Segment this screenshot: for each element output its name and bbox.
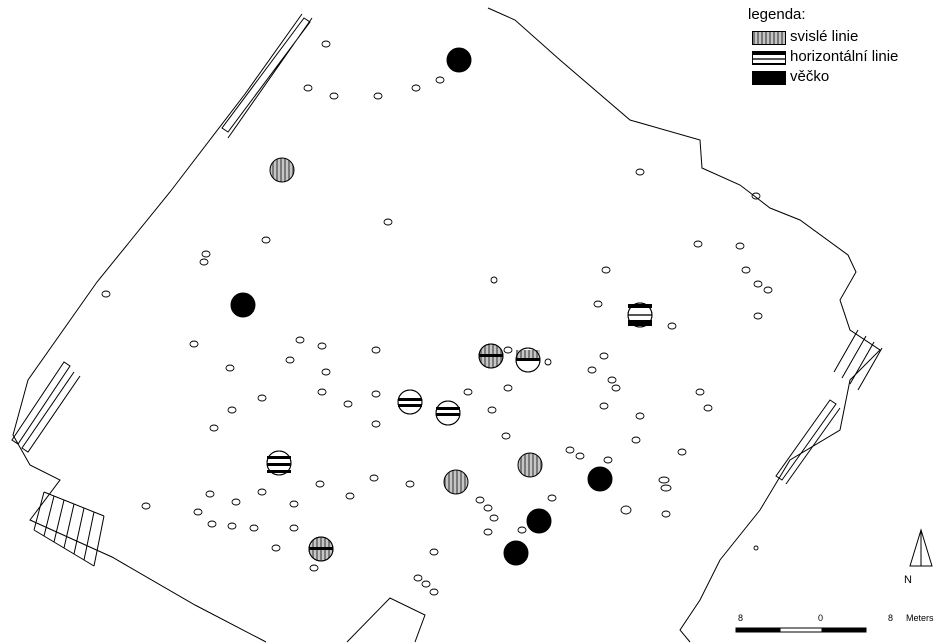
horizontal-lines-posthole [308,536,334,562]
horizontal-lines-posthole [397,389,423,415]
scale-unit: Meters [906,613,934,623]
wall-east [833,329,883,391]
scale-label-left: 8 [738,613,744,623]
legend-item-cap: věčko [748,68,948,88]
legend-item-vertical: svislé linie [748,28,948,48]
horizontal-lines-posthole [435,400,461,426]
marked-posthole-layer [230,47,653,566]
horizontal-lines-posthole [627,302,653,328]
horizontal-lines-posthole [478,343,504,369]
vertical-lines-posthole [269,157,295,183]
cap-posthole [587,466,613,492]
horizontal-lines-swatch-icon [752,51,786,65]
wall-northwest [221,17,313,139]
horizontal-lines-posthole [266,450,292,476]
vertical-lines-swatch-icon [752,31,786,45]
map-legend: legenda: svislé linie horizontální linie… [748,6,948,136]
north-label: N [904,574,912,586]
posthole-field [101,40,773,596]
cap-posthole [526,508,552,534]
cap-posthole [503,540,529,566]
cap-swatch-icon [752,71,786,85]
legend-label-horizontal: horizontální linie [790,48,899,65]
scale-label-center: 0 [818,613,824,623]
wall-southeast [775,399,841,485]
wall-west [11,361,81,453]
legend-title: legenda: [748,6,806,23]
north-arrow-icon [909,528,933,567]
wall-southwest [33,491,105,567]
legend-item-horizontal: horizontální linie [748,48,948,68]
site-boundary [12,7,881,643]
legend-label-vertical: svislé linie [790,28,859,45]
cap-posthole [230,292,256,318]
cap-posthole [446,47,472,73]
vertical-lines-posthole [517,452,543,478]
scale-bar [735,627,867,633]
scale-label-right: 8 [888,613,894,623]
horizontal-lines-posthole [515,347,541,373]
vertical-lines-posthole [443,469,469,495]
legend-label-cap: věčko [790,68,830,85]
